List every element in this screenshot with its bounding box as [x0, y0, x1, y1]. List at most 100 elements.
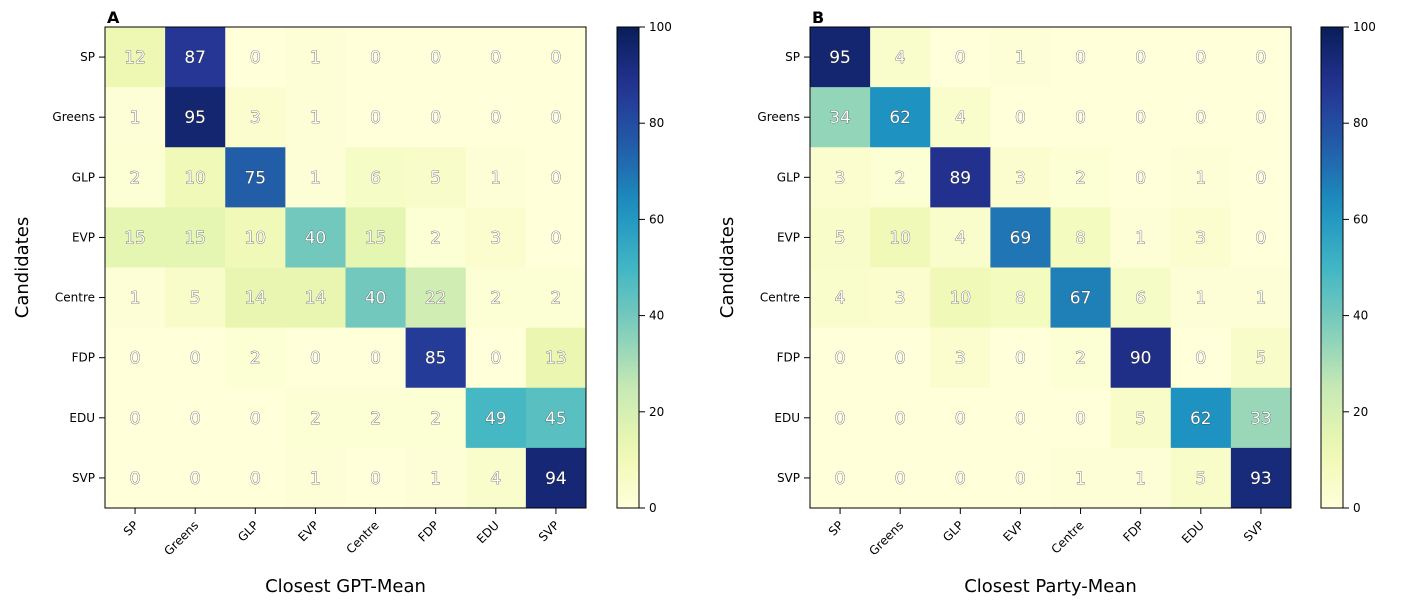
heatmap-cell: [285, 387, 346, 449]
cell-value-label: 3: [1015, 168, 1026, 188]
cell-value-label: 85: [425, 349, 447, 369]
cell-value-label: 10: [184, 168, 206, 188]
cell-value-label: 0: [190, 349, 201, 369]
cell-value-label: 3: [250, 108, 261, 128]
colorbar: [616, 26, 640, 509]
heatmap-cell: [285, 27, 346, 88]
heatmap-cell: [105, 387, 166, 449]
heatmap-cell: [930, 147, 991, 208]
heatmap-cell: [345, 387, 407, 449]
heatmap-cell: [810, 147, 871, 208]
heatmap-cell: [990, 147, 1051, 208]
cell-value-label: 15: [365, 228, 387, 248]
cell-value-label: 0: [1015, 349, 1026, 369]
cell-value-label: 34: [829, 108, 851, 128]
heatmap-cell: [405, 447, 467, 509]
x-tick-label: EVP: [1000, 518, 1026, 544]
cell-value-label: 0: [1015, 469, 1026, 489]
heatmap-cell: [1110, 447, 1172, 509]
x-tick-label: GLP: [940, 518, 966, 544]
heatmap-cell: [225, 207, 286, 268]
heatmap-cell: [525, 27, 587, 88]
heatmap-cell: [105, 207, 166, 268]
heatmap-cell: [1050, 147, 1112, 208]
heatmap-cell: [1170, 267, 1232, 329]
cell-value-label: 2: [551, 289, 562, 309]
cell-value-label: 0: [1135, 48, 1146, 68]
cell-value-label: 90: [1130, 349, 1152, 369]
heatmap-cell: [105, 267, 166, 329]
heatmap-cell: [930, 87, 991, 148]
heatmap-cell: [1050, 207, 1112, 268]
heatmap-cell: [810, 267, 871, 329]
heatmap-panel-A: 12 87 0 1 0 0 0 01 95 3 1 0 0 0 02 10 75 1 6 5 1 015 15 10 40 15 2…: [12, 8, 672, 597]
cell-value-label: 1: [1075, 469, 1086, 489]
cell-value-label: 93: [1250, 469, 1272, 489]
heatmap-cell: [525, 87, 587, 148]
colorbar-tick-label: 60: [649, 212, 664, 226]
cell-value-label: 0: [835, 469, 846, 489]
heatmap-cell: [165, 447, 226, 509]
heatmap-cell: [930, 27, 991, 88]
heatmap-cell: [1110, 267, 1172, 329]
heatmap-cell: [345, 87, 407, 148]
colorbar-tick-label: 80: [1353, 116, 1368, 130]
cell-value-label: 0: [490, 48, 501, 68]
colorbar-tick-label: 0: [1353, 501, 1361, 515]
cell-value-label: 0: [250, 48, 261, 68]
heatmap-cell: [465, 147, 527, 208]
heatmap-cell: [525, 387, 587, 449]
heatmap-cell: [405, 87, 467, 148]
cell-value-label: 0: [130, 349, 141, 369]
heatmap-cell: [165, 27, 226, 88]
cell-value-label: 1: [130, 289, 141, 309]
heatmap-cell: [1050, 447, 1112, 509]
heatmap-cell: [810, 387, 871, 449]
heatmap-cell: [225, 387, 286, 449]
cell-value-label: 1: [310, 469, 321, 489]
colorbar: [1320, 26, 1344, 509]
heatmap-cell: [1170, 27, 1232, 88]
heatmap-cell: [870, 387, 931, 449]
cell-value-label: 0: [551, 108, 562, 128]
heatmap-cell: [990, 267, 1051, 329]
x-tick-label: Centre: [1048, 518, 1086, 556]
heatmap-cell: [465, 387, 527, 449]
cell-value-label: 0: [1135, 108, 1146, 128]
heatmap-cell: [930, 447, 991, 509]
cell-value-label: 5: [190, 289, 201, 309]
y-tick-label: FDP: [777, 351, 800, 365]
cell-value-label: 0: [835, 409, 846, 429]
x-tick-label: EDU: [474, 518, 502, 546]
cell-value-label: 1: [310, 108, 321, 128]
cell-value-label: 8: [1015, 289, 1026, 309]
heatmap-cell: [165, 87, 226, 148]
cell-value-label: 4: [835, 289, 846, 309]
heatmap-cell: [285, 147, 346, 208]
cell-value-label: 5: [1195, 469, 1206, 489]
cell-value-label: 0: [835, 349, 846, 369]
cell-value-label: 10: [889, 228, 911, 248]
cell-value-label: 62: [889, 108, 911, 128]
colorbar-tick-label: 80: [649, 116, 664, 130]
cell-value-label: 67: [1070, 289, 1092, 309]
x-tick-label: Centre: [343, 518, 381, 556]
y-tick-label: SVP: [777, 471, 800, 485]
heatmap-cell: [525, 147, 587, 208]
heatmap-cell: [405, 147, 467, 208]
y-tick-label: EVP: [777, 230, 800, 244]
heatmap-cell: [165, 327, 226, 389]
cell-value-label: 13: [545, 349, 567, 369]
heatmap-cell: [165, 207, 226, 268]
cell-value-label: 10: [949, 289, 971, 309]
x-tick-label: Greens: [161, 518, 201, 558]
heatmap-cell: [345, 207, 407, 268]
heatmap-cell: [810, 87, 871, 148]
heatmap-cell: [1110, 387, 1172, 449]
cell-value-label: 6: [370, 168, 381, 188]
heatmap-cell: [345, 327, 407, 389]
heatmap-cell: [1170, 327, 1232, 389]
heatmap-cell: [405, 207, 467, 268]
heatmap-cell: [525, 447, 587, 509]
